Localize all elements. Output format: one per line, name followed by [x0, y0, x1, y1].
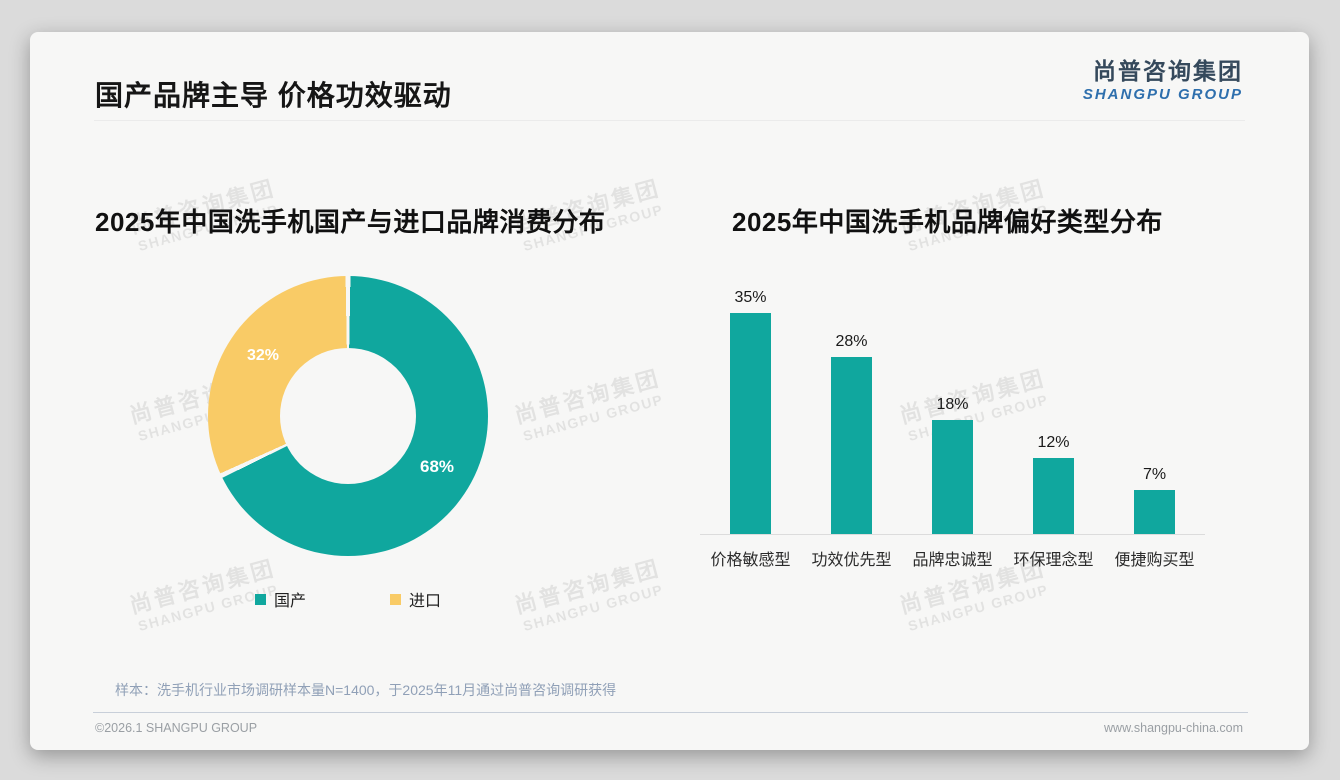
company-logo: 尚普咨询集团 SHANGPU GROUP [1083, 58, 1243, 104]
watermark-cn: 尚普咨询集团 [511, 365, 664, 429]
footer-website: www.shangpu-china.com [1104, 721, 1243, 735]
bar [831, 357, 872, 534]
page-title: 国产品牌主导 价格功效驱动 [95, 80, 452, 111]
bar-category-label: 环保理念型 [1013, 552, 1094, 569]
watermark-en: SHANGPU GROUP [521, 391, 666, 445]
legend-swatch-imported [390, 593, 401, 605]
bar [730, 313, 771, 534]
watermark-en: SHANGPU GROUP [521, 581, 666, 635]
bar-column: 7% [1104, 466, 1205, 534]
watermark-en: SHANGPU GROUP [906, 581, 1051, 635]
bar-category-label: 品牌忠诚型 [912, 552, 993, 569]
legend-item-imported: 进口 [390, 587, 441, 611]
logo-text-cn: 尚普咨询集团 [1093, 58, 1243, 84]
bar-chart-title: 2025年中国洗手机品牌偏好类型分布 [732, 207, 1163, 237]
bar-category-label: 价格敏感型 [710, 552, 791, 569]
bar-plot-area: 35% 28% 18% 12% 7% [700, 247, 1205, 535]
legend-item-domestic: 国产 [254, 587, 306, 611]
bar-value-label: 18% [936, 396, 969, 413]
logo-text-en: SHANGPU GROUP [1082, 85, 1243, 103]
bar-column: 28% [801, 333, 902, 534]
bar-value-label: 28% [835, 333, 868, 350]
bar-column: 12% [1003, 434, 1104, 534]
bar-value-label: 12% [1037, 434, 1070, 451]
bar-category-label: 功效优先型 [811, 552, 892, 569]
donut-hole [280, 348, 416, 484]
legend-label-domestic: 国产 [273, 593, 306, 610]
footer-copyright: ©2026.1 SHANGPU GROUP [95, 721, 258, 735]
donut-chart-title: 2025年中国洗手机国产与进口品牌消费分布 [95, 207, 606, 237]
donut-slice-label-domestic: 68% [419, 457, 455, 476]
bar [1134, 490, 1175, 534]
bar [1033, 458, 1074, 534]
slide-card: 尚普咨询集团 SHANGPU GROUP 尚普咨询集团 SHANGPU GROUP 尚普… [30, 32, 1309, 750]
donut-chart: 68% 32% [208, 276, 488, 556]
bar-chart: 35% 28% 18% 12% 7% 价格敏感型 功效优先型 品牌忠诚型 环保理念型 便捷购买型 [700, 247, 1205, 570]
bar-category-label: 便捷购买型 [1114, 552, 1195, 569]
header-divider [94, 120, 1245, 121]
watermark-cn: 尚普咨询集团 [511, 555, 664, 619]
bar [932, 420, 973, 534]
bar-column: 18% [902, 396, 1003, 534]
legend-label-imported: 进口 [409, 593, 442, 610]
donut-slice-label-imported: 32% [246, 347, 280, 364]
bar-category-axis: 价格敏感型 功效优先型 品牌忠诚型 环保理念型 便捷购买型 [700, 535, 1205, 570]
sample-footnote: 样本：洗手机行业市场调研样本量N=1400，于2025年11月通过尚普咨询调研获… [115, 682, 617, 698]
bar-value-label: 35% [734, 289, 767, 306]
legend-swatch-domestic [254, 593, 266, 605]
donut-legend: 国产 进口 [208, 587, 488, 611]
bar-value-label: 7% [1142, 466, 1167, 483]
bar-column: 35% [700, 289, 801, 534]
footer-divider [93, 712, 1248, 713]
